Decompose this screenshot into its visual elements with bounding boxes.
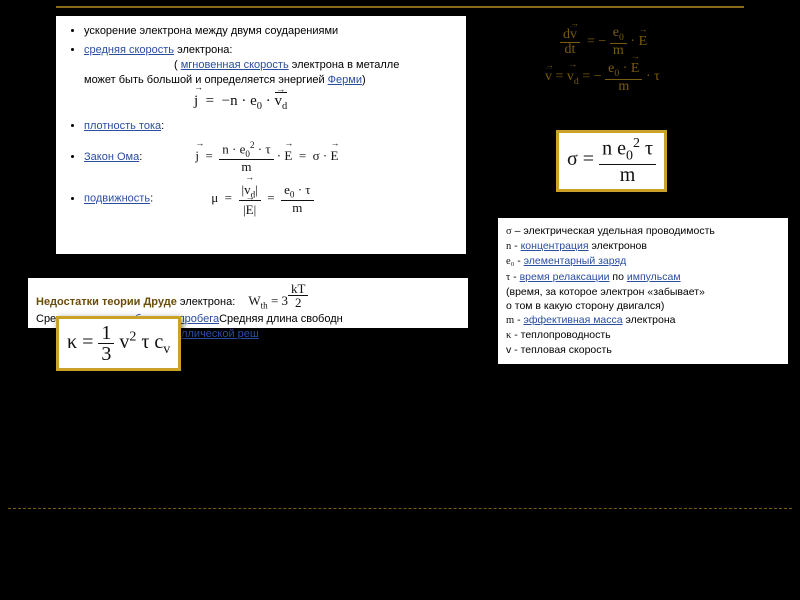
legend-v: v - тепловая скорость <box>506 343 780 357</box>
heading-drawbacks: Недостатки теории Друде <box>36 296 177 308</box>
bullet-mobility: подвижность: μ = |vd||E| = e0 · τm <box>84 181 456 216</box>
link-elem-charge[interactable]: элементарный заряд <box>524 255 627 267</box>
eq-sigma: σ = n e02 τm <box>567 148 656 170</box>
link-concentration[interactable]: концентрация <box>521 240 589 252</box>
link-relax-time[interactable]: время релаксации <box>520 271 610 283</box>
bullet-list: ускорение электрона между двумя соударен… <box>66 24 456 216</box>
legend-m: m - эффективная масса электрона <box>506 313 780 328</box>
text: может быть большой и определяется энерги… <box>84 74 328 86</box>
link-avg-velocity[interactable]: средняя скорость <box>84 44 174 56</box>
legend-n: n - концентрация электронов <box>506 239 780 254</box>
box-kappa: κ = 13 v2 τ cv <box>56 316 181 371</box>
link-inst-velocity[interactable]: мгновенная скорость <box>181 59 289 71</box>
bullet-ohm: Закон Ома: j = n · e02 · τm · E = σ · E <box>84 141 456 173</box>
legend-e0: e₀ - элементарный заряд <box>506 254 780 269</box>
line-drawbacks-1: Недостатки теории Друде электрона: Wth =… <box>36 282 460 312</box>
eq-drift-velocity: v = vd = − e0 · Em · τ <box>545 60 660 94</box>
text: ускорение электрона между двумя соударен… <box>84 25 338 37</box>
link-fermi[interactable]: Ферми <box>328 74 362 86</box>
panel-derivation: ускорение электрона между двумя соударен… <box>56 16 466 254</box>
link-current-density[interactable]: плотность тока <box>84 120 161 132</box>
link-mobility[interactable]: подвижность <box>84 193 150 205</box>
bullet-current-density: плотность тока: <box>84 119 456 134</box>
bullet-acceleration: ускорение электрона между двумя соударен… <box>84 24 456 39</box>
box-sigma: σ = n e02 τm <box>556 130 667 192</box>
eq-kappa: κ = 13 v2 τ cv <box>67 331 170 353</box>
link-ohm[interactable]: Закон Ома <box>84 151 139 163</box>
top-rule <box>56 6 744 8</box>
legend-tau-note1: (время, за которое электрон «забывает» <box>506 285 780 299</box>
text: электрона в металле <box>289 59 400 71</box>
bullet-avg-velocity: средняя скорость электрона: ( мгновенная… <box>84 43 456 115</box>
link-eff-mass[interactable]: эффективная масса <box>524 314 623 326</box>
legend-kappa: κ - теплопроводность <box>506 328 780 343</box>
text: электрона: <box>174 44 232 56</box>
link-impulse[interactable]: импульсам <box>627 271 681 283</box>
legend-sigma: σ – электрическая удельная проводимость <box>506 224 780 239</box>
eq-current-density: j = −n · e0 · vd <box>194 89 456 114</box>
panel-legend: σ – электрическая удельная проводимость … <box>498 218 788 364</box>
legend-tau: τ - время релаксации по импульсам <box>506 270 780 285</box>
eq-mobility: μ = |vd||E| = e0 · τm <box>211 190 313 205</box>
slide: ускорение электрона между двумя соударен… <box>0 0 800 600</box>
eq-ohm: j = n · e02 · τm · E = σ · E <box>195 148 338 163</box>
bottom-rule <box>8 508 792 509</box>
eq-thermal: Wth = 3kT2 <box>248 293 308 308</box>
legend-tau-note2: о том в какую сторону двигался) <box>506 299 780 313</box>
